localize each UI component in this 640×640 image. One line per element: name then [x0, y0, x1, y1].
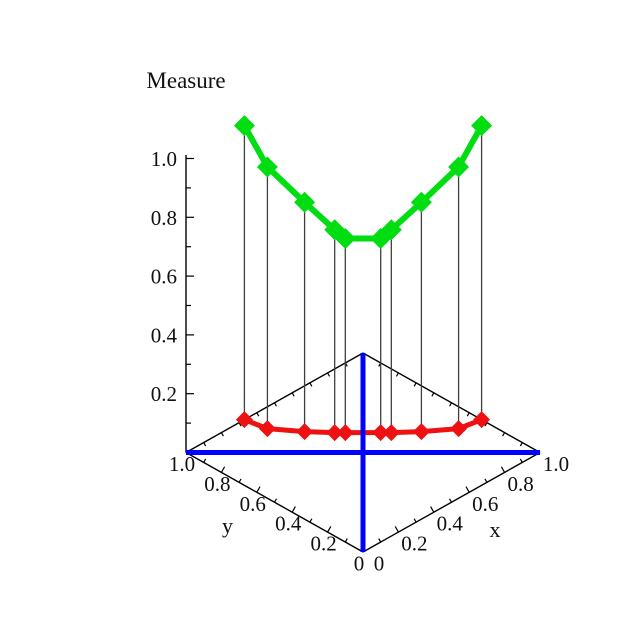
projection-point-marker: [336, 424, 354, 442]
x-axis-tick: [500, 466, 506, 473]
measure-point-marker: [471, 115, 493, 137]
z-axis-tick-label: 1.0: [151, 147, 177, 171]
x-axis-tick-label: 0.2: [401, 532, 427, 556]
minor-tick: [256, 412, 260, 417]
y-axis-tick: [291, 506, 296, 513]
projection-point-marker: [372, 424, 390, 442]
minor-tick: [291, 392, 295, 397]
minor-tick: [413, 382, 417, 387]
measure-point-marker: [334, 228, 356, 250]
projection-point-marker: [235, 411, 253, 429]
base-plane-front-axes: 0 0.2 0.4 0.6 0.8 1.0 0 0.2 0.4 0.6 0.8 1.0 y x: [169, 451, 569, 576]
measure-point-marker: [233, 115, 255, 137]
x-axis-tick: [430, 506, 435, 513]
y-axis-tick: [344, 538, 348, 543]
base-diagonal-axes: [186, 353, 540, 552]
x-axis-tick-label: 1.0: [543, 452, 569, 476]
z-axis-tick-label: 0.2: [151, 382, 177, 406]
y-axis-tick: [327, 526, 332, 533]
y-axis-tick: [309, 518, 313, 523]
minor-tick: [449, 402, 453, 407]
minor-tick: [238, 422, 242, 427]
y-axis-tick: [203, 458, 207, 463]
z-axis-tick-label: 0.8: [151, 206, 177, 230]
y-axis-tick: [220, 466, 226, 473]
x-axis-label: x: [490, 517, 501, 542]
minor-tick: [484, 422, 488, 427]
y-axis-tick-label: 0: [354, 552, 365, 576]
drop-lines: [243, 125, 483, 433]
x-axis-tick: [484, 478, 488, 483]
projection-point-marker: [450, 420, 468, 438]
measure-curve: [233, 115, 493, 250]
x-axis-tick-label: 0: [374, 552, 385, 576]
y-axis-tick-label: 0.6: [240, 492, 266, 516]
minor-tick: [431, 392, 435, 397]
minor-tick: [519, 442, 523, 447]
projection-point-marker: [326, 424, 344, 442]
projection-point-marker: [296, 423, 314, 441]
projection-point-marker: [473, 411, 491, 429]
minor-tick: [327, 372, 331, 377]
measure-line: [241, 124, 485, 242]
z-axis-tick-label: 0.6: [151, 265, 177, 289]
x-axis-tick: [465, 486, 470, 493]
z-axis-title: Measure: [146, 68, 226, 93]
minor-tick: [203, 442, 207, 447]
measure-point-marker: [380, 219, 402, 241]
measure-point-marker: [448, 156, 470, 178]
x-axis-tick: [394, 526, 399, 533]
x-axis-tick: [378, 538, 382, 543]
measure-point-marker: [294, 191, 316, 213]
minor-tick: [220, 432, 224, 437]
projection-point-marker: [412, 423, 430, 441]
x-axis-tick: [519, 458, 523, 463]
z-axis: 0.2 0.4 0.6 0.8 1.0: [151, 147, 194, 453]
projection-point-marker: [382, 424, 400, 442]
y-axis-tick: [238, 478, 242, 483]
minor-tick: [502, 432, 506, 437]
minor-tick: [395, 372, 399, 377]
x-axis-tick-label: 0.4: [437, 512, 464, 536]
x-axis-tick: [449, 498, 453, 503]
y-axis-tick-label: 1.0: [169, 452, 195, 476]
minor-tick: [273, 402, 277, 407]
y-axis-label: y: [222, 513, 233, 538]
z-axis-tick-label: 0.4: [151, 323, 178, 347]
y-axis-tick-label: 0.8: [204, 472, 230, 496]
measure-point-marker: [410, 191, 432, 213]
y-axis-tick-label: 0.4: [275, 512, 302, 536]
measure-point-marker: [256, 156, 278, 178]
x-axis-tick: [413, 518, 417, 523]
base-plane-back-edges: [185, 352, 541, 454]
minor-tick: [466, 412, 470, 417]
minor-tick: [309, 382, 313, 387]
y-axis-tick-label: 0.2: [310, 532, 336, 556]
x-axis-tick-label: 0.8: [507, 472, 533, 496]
y-axis-tick: [273, 498, 277, 503]
y-axis-tick: [256, 486, 261, 493]
projection-point-marker: [258, 420, 276, 438]
x-axis-tick-label: 0.6: [472, 492, 498, 516]
